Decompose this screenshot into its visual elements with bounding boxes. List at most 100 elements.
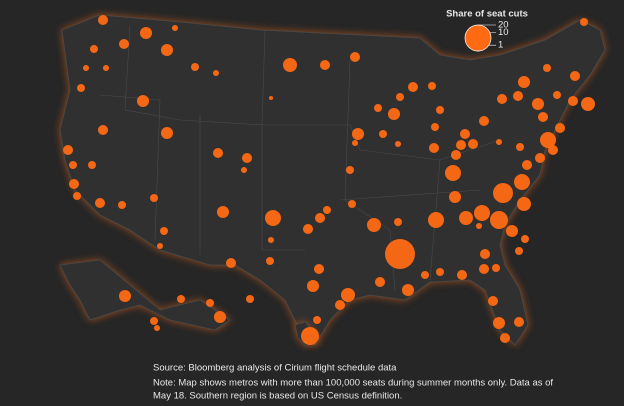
bubble <box>319 59 331 71</box>
bubble <box>87 160 97 170</box>
bubble <box>537 111 549 123</box>
bubble <box>478 263 490 275</box>
bubble <box>539 131 557 149</box>
bubble <box>312 315 322 325</box>
bubble <box>420 270 430 280</box>
bubble <box>267 236 275 244</box>
bubble <box>205 298 215 308</box>
bubble <box>401 283 415 297</box>
bubble <box>427 211 445 229</box>
bubble <box>302 223 314 235</box>
bubble <box>374 276 386 288</box>
bubble <box>569 70 581 82</box>
bubble <box>430 122 440 132</box>
bubble <box>373 103 383 113</box>
bubble <box>322 205 332 215</box>
contiguous-us <box>59 14 606 346</box>
bubble <box>300 326 320 346</box>
legend-title: Share of seat cuts <box>446 9 528 20</box>
bubble <box>491 263 501 273</box>
bubble <box>394 140 402 148</box>
bubble <box>241 152 253 164</box>
bubble <box>265 256 275 266</box>
legend-label: 20 <box>498 20 509 31</box>
bubble <box>547 144 559 156</box>
bubble <box>264 209 282 227</box>
bubble <box>459 128 471 140</box>
note-line: Note: Map shows metros with more than 10… <box>153 378 553 389</box>
bubble <box>580 96 596 112</box>
bubble <box>213 310 227 324</box>
source: Source: Bloomberg analysis of Cirium fli… <box>153 363 397 374</box>
bubble <box>495 138 503 146</box>
bubble <box>467 138 479 150</box>
bubble <box>366 217 382 233</box>
bubble <box>378 129 388 139</box>
alaska <box>59 259 231 331</box>
bubble <box>542 63 552 73</box>
bubble <box>512 90 524 102</box>
bubble <box>136 94 150 108</box>
bubble <box>475 222 483 230</box>
bubble <box>513 173 531 191</box>
bubble <box>160 43 174 57</box>
bubble <box>282 57 298 73</box>
bubble <box>68 160 78 170</box>
bubble <box>455 139 467 151</box>
bubble <box>514 246 524 256</box>
bubble <box>493 183 513 203</box>
bubble <box>534 152 546 164</box>
bubble <box>76 83 86 93</box>
bubble <box>351 139 359 147</box>
bubble <box>531 97 545 111</box>
bubble <box>516 196 532 212</box>
bubble <box>489 210 509 230</box>
bubble <box>450 149 462 161</box>
bubble-layer <box>62 14 596 346</box>
bubble <box>567 95 579 107</box>
bubble <box>225 257 237 269</box>
bubble <box>349 51 361 63</box>
bubble <box>479 248 491 260</box>
bubble <box>407 81 419 93</box>
bubble <box>395 92 405 102</box>
bubble <box>513 316 525 328</box>
bubble <box>171 24 179 32</box>
bubble <box>216 205 230 219</box>
bubble <box>347 199 357 209</box>
bubble <box>428 142 440 154</box>
bubble <box>72 191 82 201</box>
bubble <box>427 81 437 91</box>
bubble <box>314 212 326 224</box>
bubble <box>499 332 511 344</box>
bubble <box>393 217 403 227</box>
bubble <box>190 62 200 72</box>
bubble <box>245 294 255 304</box>
bubble <box>149 193 159 203</box>
bubble <box>554 122 566 134</box>
bubble <box>212 69 220 77</box>
bubble <box>156 242 164 250</box>
bubble <box>82 64 90 72</box>
bubble <box>268 95 274 101</box>
bubble <box>159 226 169 236</box>
bubble <box>505 224 519 238</box>
bubble <box>306 279 320 293</box>
bubble <box>515 142 525 152</box>
bubble <box>579 17 589 27</box>
bubble <box>387 107 401 121</box>
bubble <box>139 26 153 40</box>
bubble <box>517 75 531 89</box>
bubble <box>487 295 499 307</box>
bubble <box>176 294 186 304</box>
note-line: May 18. Southern region is based on US C… <box>153 391 402 402</box>
bubble <box>68 178 80 190</box>
bubble <box>478 115 490 127</box>
bubble <box>435 267 445 277</box>
bubble <box>492 316 506 330</box>
bubble <box>97 14 109 26</box>
bubble <box>496 93 508 105</box>
legend-circle <box>464 24 492 52</box>
